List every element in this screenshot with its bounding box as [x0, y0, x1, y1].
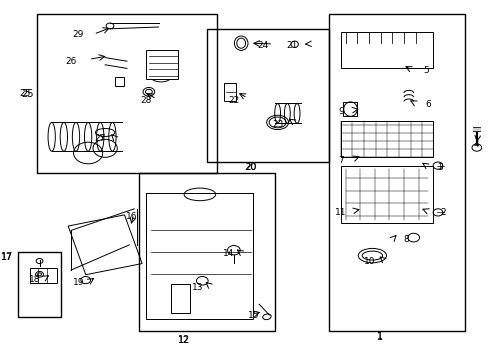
Text: 7: 7 [337, 156, 343, 165]
Bar [328, 14, 464, 331]
Text: 27: 27 [94, 134, 106, 143]
Bar [146, 193, 253, 319]
Bar [146, 50, 178, 79]
Text: 12: 12 [177, 335, 190, 345]
Bar [340, 32, 432, 68]
Text: 21: 21 [286, 41, 297, 50]
Text: 12: 12 [178, 336, 189, 345]
Text: 20: 20 [244, 163, 256, 172]
Text: 17: 17 [1, 252, 14, 262]
Polygon shape [472, 128, 479, 130]
Text: 28: 28 [141, 96, 152, 105]
Text: 15: 15 [247, 310, 259, 320]
Bar [224, 83, 236, 101]
Bar [207, 29, 328, 162]
Text: 19: 19 [73, 278, 84, 287]
Text: 9: 9 [337, 107, 343, 116]
Bar [139, 173, 275, 331]
Text: 11: 11 [334, 208, 346, 217]
Text: 10: 10 [364, 256, 375, 266]
Bar [68, 215, 142, 275]
Text: 4: 4 [473, 140, 479, 149]
Bar [343, 102, 356, 116]
Text: 29: 29 [73, 30, 84, 39]
Text: 25: 25 [21, 89, 34, 99]
Bar [472, 127, 479, 131]
Bar [340, 166, 432, 223]
Text: 1: 1 [376, 332, 382, 341]
Text: 20: 20 [244, 162, 257, 172]
Bar [30, 268, 57, 283]
Text: 5: 5 [422, 66, 428, 75]
Bar [340, 121, 432, 157]
Text: 17: 17 [1, 253, 12, 262]
Bar [115, 77, 123, 86]
Text: 24: 24 [257, 41, 268, 50]
Text: 14: 14 [223, 249, 234, 258]
Bar [37, 14, 217, 173]
Text: 26: 26 [65, 57, 77, 66]
Text: 13: 13 [191, 284, 203, 292]
Bar [18, 252, 61, 317]
Text: 22: 22 [228, 96, 239, 105]
Text: 6: 6 [425, 100, 430, 109]
Text: 2: 2 [439, 208, 445, 217]
Text: 1: 1 [376, 332, 382, 342]
Text: 18: 18 [29, 275, 41, 284]
Bar [170, 284, 190, 313]
Text: 25: 25 [19, 89, 31, 98]
Text: 3: 3 [437, 163, 443, 172]
Text: 23: 23 [271, 120, 283, 129]
Text: 8: 8 [403, 235, 408, 244]
Text: 16: 16 [126, 212, 137, 220]
